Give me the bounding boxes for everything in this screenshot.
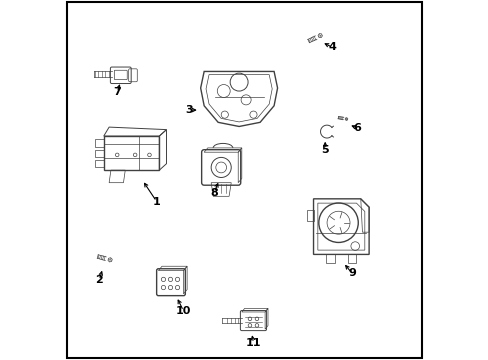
- Text: 4: 4: [328, 42, 336, 52]
- Text: 3: 3: [185, 105, 192, 115]
- Bar: [95, 139, 104, 147]
- Bar: [347, 254, 356, 264]
- Text: 8: 8: [210, 188, 218, 198]
- Text: 11: 11: [245, 338, 261, 348]
- Bar: [325, 254, 334, 264]
- Text: 2: 2: [95, 275, 103, 285]
- Text: 6: 6: [353, 123, 361, 133]
- Text: 7: 7: [113, 87, 121, 97]
- Text: 5: 5: [321, 144, 328, 154]
- Text: 9: 9: [347, 268, 355, 278]
- Bar: [95, 159, 104, 167]
- Text: 10: 10: [176, 306, 191, 316]
- Text: 1: 1: [152, 197, 160, 207]
- Bar: [95, 149, 104, 157]
